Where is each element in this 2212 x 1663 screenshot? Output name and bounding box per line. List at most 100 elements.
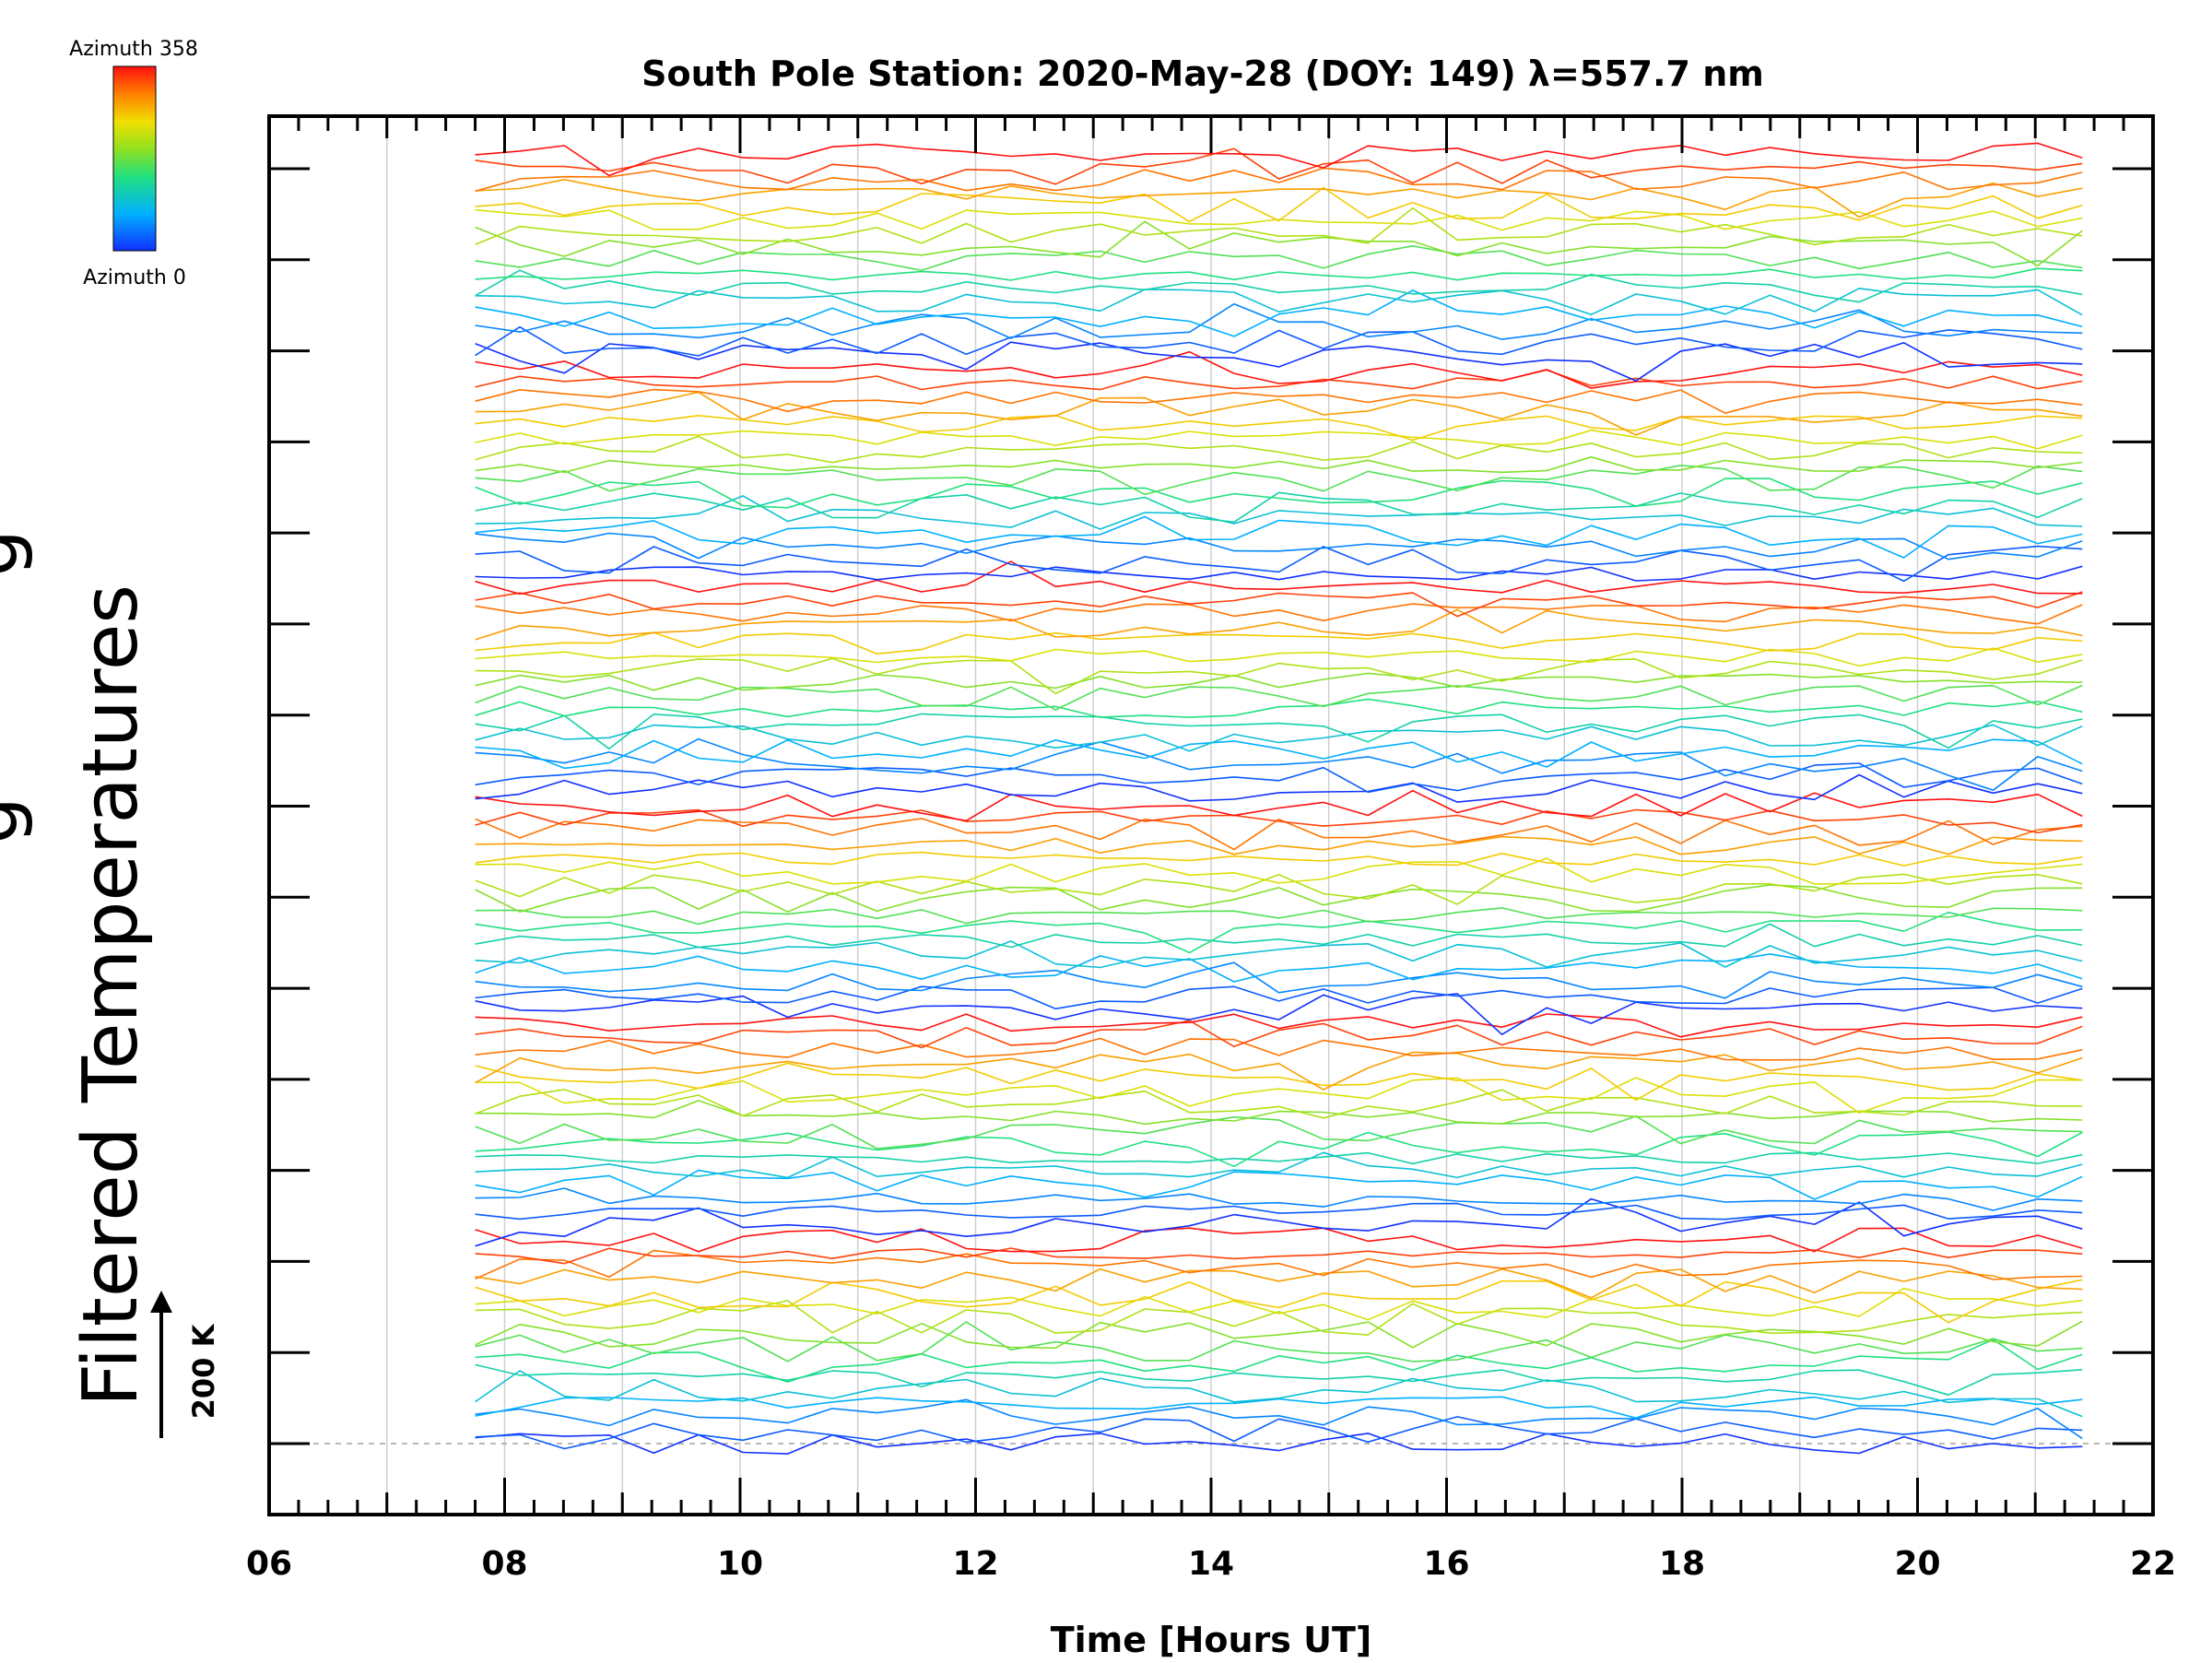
x-tick-label: 06 [246,1545,292,1583]
x-tick-label: 10 [717,1545,763,1583]
series-line [475,325,2083,357]
series-line [475,179,2083,218]
series-line [475,1370,2083,1418]
series-group [475,142,2083,1455]
series-line [475,1131,2083,1168]
series-line [475,789,2083,822]
x-tick-labels: 06 08 10 12 14 16 18 20 22 [246,1545,2176,1583]
series-line [475,1037,2083,1061]
series-line [475,220,2083,267]
series-line [475,1398,2083,1440]
series-line [475,208,2083,231]
series-line [475,657,2083,695]
x-tick-label: 22 [2130,1545,2176,1583]
series-line [475,369,2083,391]
scale-bar-arrow-head [150,1291,172,1313]
scale-bar-label: 200 K [186,1323,221,1419]
series-line [475,608,2083,641]
series-line [475,515,2083,559]
series-line [475,1013,2083,1038]
series-line [475,186,2083,223]
series-line [475,737,2083,792]
x-tick-label: 08 [481,1545,527,1583]
series-line [475,591,2083,618]
series-line [475,684,2083,711]
series-line [475,1268,2083,1299]
series-line [475,1115,2083,1150]
axis-ticks [267,116,2155,1515]
series-line [475,1202,2083,1221]
series-line [475,464,2083,496]
series-line [475,429,2083,450]
x-axis-label: Time [Hours UT] [1051,1620,1372,1659]
series-line [475,724,2083,752]
series-line [475,532,2083,560]
series-line [475,565,2083,582]
series-line [475,1247,2083,1265]
series-line [475,545,2083,583]
x-tick-label: 18 [1659,1545,1705,1583]
series-line [475,985,2083,1010]
series-line [475,1197,2083,1247]
series-line [475,631,2083,655]
series-line [475,560,2083,596]
series-line [475,1227,2083,1253]
series-line [475,672,2083,691]
series-line [475,1089,2083,1119]
series-line [475,698,2083,718]
series-line [475,1051,2083,1091]
series-line [475,953,2083,983]
series-line [475,1077,2083,1115]
series-line [475,1249,2083,1280]
series-line [475,289,2083,337]
y-axis-label: Filtered Temperatures [67,584,155,1407]
x-tick-label: 20 [1894,1545,1940,1583]
chart-title: South Pole Station: 2020-May-28 (DOY: 14… [641,53,1764,94]
series-line [475,884,2083,914]
series-line [475,147,2083,185]
x-tick-label: 12 [952,1545,998,1583]
colorbar [112,65,157,252]
y-axis-label-partial: g [0,796,35,844]
series-line [475,1187,2083,1211]
series-line [475,911,2083,954]
series-line [475,851,2083,867]
series-line [475,167,2083,193]
series-line [475,1416,2083,1450]
series-line [475,713,2083,750]
series-line [475,206,2083,246]
series-line [475,302,2083,340]
series-line [475,1320,2083,1350]
series-line [475,1151,2083,1179]
series-line [475,142,2083,177]
series-line [475,738,2083,770]
series-line [475,1363,2083,1396]
series-line [475,940,2083,969]
series-line [475,873,2083,905]
series-line [475,1396,2083,1419]
series-line [475,1279,2083,1324]
series-line [475,267,2083,281]
series-line [475,350,2083,389]
series-line [475,808,2083,834]
series-line [475,1062,2083,1102]
series-line [475,993,2083,1035]
x-tick-label: 14 [1188,1545,1234,1583]
series-line [475,762,2083,794]
series-line [475,603,2083,625]
series-line [475,857,2083,885]
colorbar-bottom-label: Azimuth 0 [83,266,186,289]
series-line [475,478,2083,509]
series-line [475,773,2083,803]
series-line [475,495,2083,530]
series-line [475,1151,2083,1165]
x-tick-label: 16 [1423,1545,1469,1583]
series-line [475,1169,2083,1200]
series-line [475,414,2083,442]
y-axis-label-partial-2: g [0,529,35,577]
series-line [475,835,2083,855]
series-line [475,341,2083,382]
colorbar-top-label: Azimuth 358 [69,38,198,61]
